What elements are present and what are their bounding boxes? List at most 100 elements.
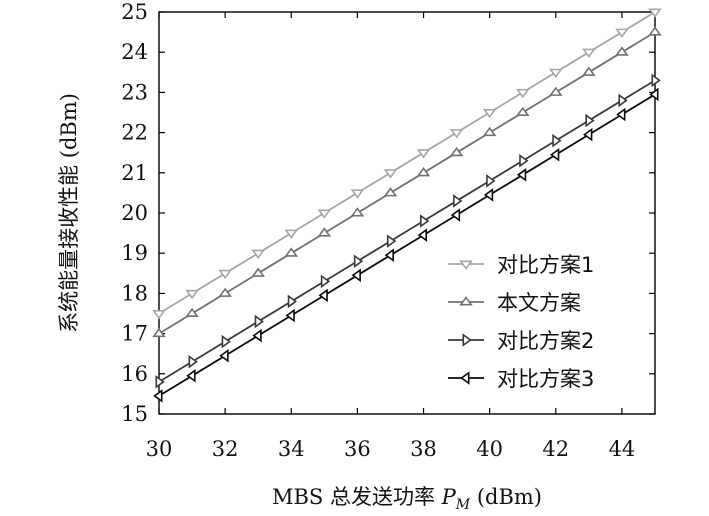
data-point [318, 288, 328, 303]
series-line [158, 79, 656, 383]
legend-marker [462, 333, 472, 347]
data-point [153, 389, 163, 403]
data-point [284, 229, 299, 239]
data-point [483, 188, 494, 202]
data-point [251, 249, 265, 260]
x-tick-label: 30 [146, 437, 173, 461]
legend-label: 对比方案3 [497, 367, 594, 391]
data-point [515, 106, 530, 117]
y-tick-label: 19 [121, 241, 148, 265]
data-point [384, 248, 394, 262]
x-tick-label: 40 [476, 437, 503, 461]
series-group [155, 73, 661, 389]
data-point [615, 46, 629, 56]
data-point [317, 227, 332, 237]
y-tick-label: 21 [121, 161, 148, 185]
series-layer [152, 8, 662, 403]
y-tick-label: 17 [121, 322, 148, 346]
data-point [651, 73, 661, 88]
data-point [450, 208, 461, 222]
x-tick-label: 44 [609, 437, 636, 461]
x-tick-label: 36 [344, 437, 371, 461]
data-point [549, 86, 563, 96]
legend-label: 对比方案1 [497, 253, 594, 277]
data-point [552, 133, 562, 148]
y-axis-label: 系统能量接收性能 (dBm) [57, 93, 81, 333]
data-point [353, 254, 364, 269]
x-tick-label: 42 [542, 437, 569, 461]
data-point [449, 146, 464, 157]
data-point [284, 247, 299, 257]
legend-item: 对比方案2 [448, 329, 594, 353]
data-point [515, 88, 530, 99]
data-point [218, 287, 232, 297]
x-tick-label: 34 [278, 437, 305, 461]
data-point [383, 187, 398, 197]
y-tick-label: 16 [121, 362, 148, 386]
data-point [583, 127, 593, 142]
data-point [386, 234, 397, 248]
data-point [254, 314, 265, 329]
data-point [350, 207, 365, 217]
y-tick-label: 20 [121, 201, 148, 225]
y-tick-label: 23 [121, 80, 148, 104]
legend-item: 对比方案3 [448, 367, 594, 391]
data-point [152, 309, 166, 320]
data-point [317, 209, 332, 219]
data-point [582, 48, 596, 59]
data-point [519, 153, 529, 168]
data-point [218, 269, 232, 280]
legend-marker [459, 296, 473, 306]
data-point [549, 147, 560, 162]
data-point [482, 126, 497, 137]
data-point [221, 334, 231, 349]
data-point [185, 289, 199, 300]
data-point [618, 93, 628, 108]
data-point [648, 26, 662, 36]
data-point [582, 66, 596, 76]
data-point [649, 87, 659, 102]
plot-frame [158, 11, 656, 415]
data-point [449, 129, 464, 139]
x-axis-label: MBS 总发送功率 PM (dBm) [272, 485, 542, 513]
data-point [648, 8, 662, 18]
data-point [186, 369, 196, 383]
series-group [153, 87, 659, 403]
y-tick-label: 15 [121, 402, 148, 426]
data-point [219, 348, 229, 363]
data-point [549, 68, 563, 79]
legend-marker [460, 371, 470, 385]
legend-item: 对比方案1 [448, 253, 594, 277]
y-tick-label: 24 [121, 40, 148, 64]
legend-label: 对比方案2 [497, 329, 594, 353]
data-point [416, 149, 431, 159]
x-tick-label: 32 [212, 437, 239, 461]
legend-marker [459, 260, 473, 270]
y-tick-label: 25 [121, 0, 148, 24]
data-point [453, 194, 463, 208]
data-point [188, 354, 198, 369]
series-line [158, 93, 656, 397]
y-tick-label: 18 [121, 281, 148, 305]
data-point [152, 327, 166, 338]
data-point [350, 189, 365, 199]
data-point [383, 169, 398, 179]
data-point [615, 28, 629, 38]
series-group [152, 8, 662, 320]
data-point [482, 108, 497, 119]
data-point [585, 113, 595, 128]
data-point [486, 174, 496, 188]
data-point [155, 375, 165, 389]
data-point [252, 328, 262, 343]
data-point [285, 308, 295, 323]
data-point [416, 166, 431, 177]
data-point [516, 168, 527, 182]
data-point [185, 307, 199, 318]
tick-layer: 30 32 34 36 38 40 42 44 15 16 17 18 19 20 21 22 23 24 25 [121, 0, 655, 461]
data-point [351, 268, 361, 283]
x-tick-label: 38 [410, 437, 437, 461]
data-point [616, 107, 626, 122]
y-tick-label: 22 [121, 121, 148, 145]
